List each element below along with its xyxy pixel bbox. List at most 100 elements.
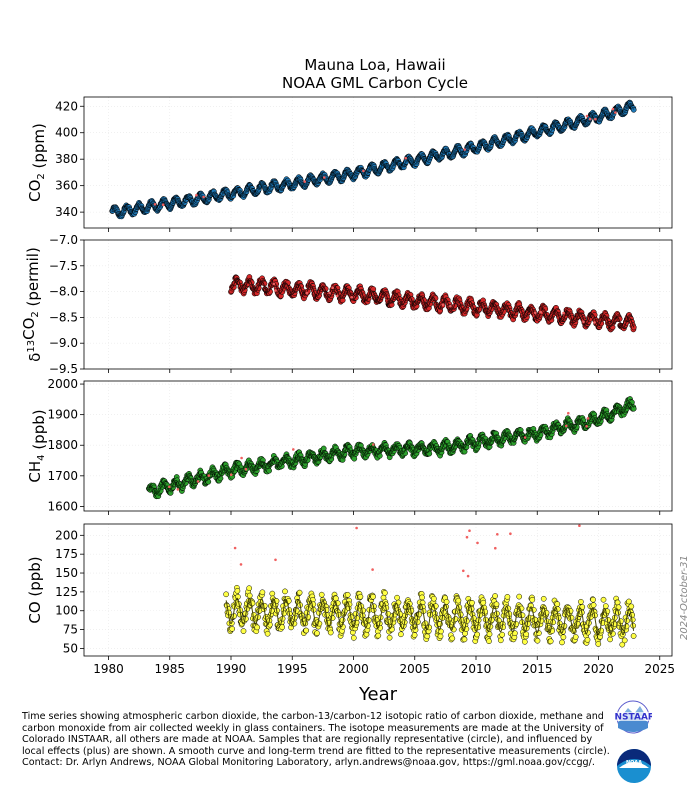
data-point (521, 638, 528, 645)
data-point (426, 450, 433, 457)
x-tick-label: 2010 (461, 662, 492, 676)
data-point (394, 594, 400, 601)
outlier-point (371, 568, 374, 571)
data-point (630, 633, 637, 639)
data-point (357, 593, 364, 600)
data-point (560, 634, 567, 641)
outlier-point (494, 546, 497, 550)
y-tick-label: 420 (55, 99, 78, 113)
data-point (318, 591, 325, 598)
y-tick-label: −9.5 (49, 362, 78, 376)
data-point (243, 616, 249, 622)
data-point (547, 638, 554, 645)
data-point (350, 635, 357, 641)
outlier-point (272, 282, 276, 286)
outlier-point (466, 574, 470, 578)
outlier-point (176, 488, 180, 491)
data-point (376, 452, 383, 459)
data-point (449, 635, 456, 642)
data-point (327, 629, 334, 636)
y-tick-label: 50 (63, 641, 78, 655)
outlier-point (196, 480, 200, 483)
y-tick-label: −8.5 (49, 310, 78, 324)
x-tick-label: 1985 (154, 662, 185, 676)
data-point (602, 603, 609, 609)
data-point (532, 616, 539, 623)
data-point (630, 324, 637, 331)
x-tick-label: 1995 (277, 662, 308, 676)
x-tick-label: 2025 (644, 662, 675, 676)
y-tick-label: 125 (55, 585, 78, 599)
outlier-point (153, 203, 157, 206)
outlier-point (539, 310, 543, 314)
data-point (626, 598, 632, 605)
data-point (516, 593, 523, 600)
data-point (486, 631, 493, 638)
data-point (424, 633, 431, 640)
instaar-logo-text: INSTAAR (614, 713, 652, 723)
data-point (624, 617, 630, 624)
x-tick-label: 1980 (93, 662, 124, 676)
data-point (455, 597, 462, 604)
data-point (492, 593, 498, 599)
panel-d13c: −9.5 −9.0 −8.5 −8.0 −7.5 −7.0 δ13CO2 (permil) (20, 233, 673, 376)
outlier-point (523, 436, 527, 439)
data-point (264, 630, 271, 637)
data-point (333, 595, 339, 602)
data-point (431, 595, 437, 602)
outlier-point (331, 286, 335, 290)
data-point (584, 636, 591, 643)
data-point (443, 598, 450, 605)
x-tick-label: 1990 (216, 662, 247, 676)
y-axis-label: δ13CO2 (permil) (20, 247, 44, 362)
outlier-point (582, 320, 585, 324)
data-point (296, 589, 303, 596)
outlier-point (239, 563, 243, 566)
data-point (234, 587, 241, 594)
y-tick-label: 1800 (47, 438, 78, 452)
outlier-point (168, 485, 171, 489)
data-point (607, 636, 613, 643)
data-point (621, 637, 628, 644)
outlier-point (195, 193, 198, 197)
outlier-point (585, 425, 588, 428)
y-tick-label: 75 (63, 623, 78, 637)
data-point (497, 637, 504, 644)
outlier-point (161, 203, 165, 206)
outlier-point (594, 117, 597, 121)
data-point (629, 616, 636, 623)
data-point (303, 627, 310, 634)
outlier-point (244, 467, 248, 471)
data-point (339, 617, 346, 623)
outlier-point (328, 291, 331, 295)
data-point (595, 641, 602, 647)
y-tick-label: 1900 (47, 408, 78, 422)
outlier-point (496, 533, 499, 536)
data-point (282, 588, 288, 595)
outlier-point (534, 311, 537, 315)
data-point (590, 596, 596, 603)
data-point (614, 599, 621, 606)
data-point (370, 593, 376, 600)
x-axis-label: Year (358, 684, 398, 705)
outlier-point (335, 294, 339, 298)
data-point (269, 590, 276, 597)
outlier-point (274, 558, 277, 562)
noaa-logo-text: NOAA (626, 760, 642, 766)
data-point (382, 590, 388, 596)
data-point (375, 632, 382, 639)
data-point (630, 106, 637, 113)
y-tick-label: 380 (55, 152, 78, 166)
outlier-point (611, 107, 615, 111)
x-tick-label: 2015 (522, 662, 553, 676)
data-point (600, 596, 607, 603)
plot-frame (83, 239, 673, 370)
outlier-point (465, 535, 469, 539)
data-point (205, 478, 212, 485)
data-point (261, 602, 268, 609)
data-point (419, 594, 425, 601)
outlier-point (355, 526, 358, 530)
data-point (240, 628, 247, 634)
panel-ch4: 1600 1700 1800 1900 2000 CH4 (ppb) (26, 377, 673, 515)
